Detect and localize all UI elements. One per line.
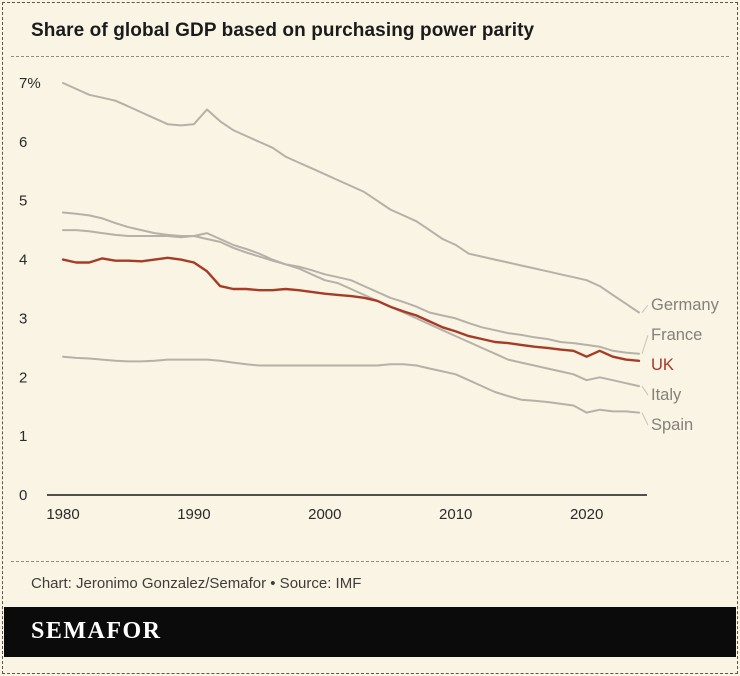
label-leader-italy: [641, 385, 649, 396]
y-tick-label: 7%: [19, 75, 41, 92]
chart-area: 0 1 2 3 4 5 6 7% 1980 1990 2000 2010 2020 Germany Fran…: [3, 57, 737, 535]
series-line-uk: [61, 256, 641, 362]
y-tick-label: 0: [19, 487, 27, 504]
series-line-spain: [62, 355, 640, 414]
y-tick-label: 5: [19, 193, 27, 210]
chart-credit: Chart: Jeronimo Gonzalez/Semafor • Sourc…: [31, 575, 362, 592]
x-tick-label: 1980: [46, 506, 79, 523]
series-label-france: France: [651, 326, 702, 344]
bottom-separator: [11, 561, 729, 562]
label-leader-germany: [641, 304, 649, 313]
page-title: Share of global GDP based on purchasing …: [31, 20, 535, 41]
top-separator: [11, 56, 729, 57]
y-tick-label: 2: [19, 369, 27, 386]
y-tick-label: 6: [19, 134, 27, 151]
x-tick-label: 2020: [570, 506, 603, 523]
series-label-germany: Germany: [651, 296, 720, 314]
y-tick-label: 4: [19, 252, 27, 269]
series-line-france: [62, 211, 640, 355]
label-leader-france: [641, 335, 649, 354]
series-label-spain: Spain: [651, 416, 693, 434]
gdp-line-chart: 0 1 2 3 4 5 6 7% 1980 1990 2000 2010 2020 Germany Fran…: [19, 75, 720, 523]
x-tick-label: 2010: [439, 506, 472, 523]
series-label-uk: UK: [651, 356, 674, 374]
semafor-logo: SEMAFOR: [31, 618, 162, 645]
series-line-germany: [62, 82, 640, 314]
y-tick-label: 3: [19, 310, 27, 327]
y-tick-label: 1: [19, 428, 27, 445]
series-label-italy: Italy: [651, 386, 682, 404]
x-tick-label: 1990: [177, 506, 210, 523]
semafor-logo-bar: SEMAFOR: [4, 606, 736, 657]
x-tick-label: 2000: [308, 506, 341, 523]
label-leader-spain: [641, 412, 649, 426]
series-line-italy: [62, 229, 640, 388]
